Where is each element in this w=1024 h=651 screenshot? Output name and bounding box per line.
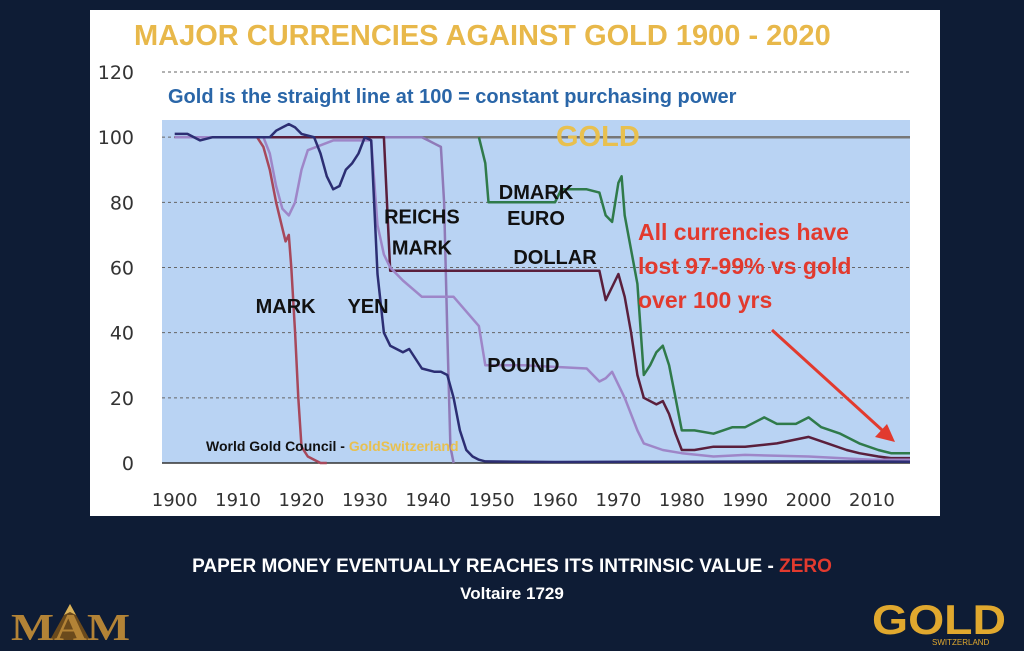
y-tick-label: 120 [98,62,134,84]
mountain-icon [50,604,90,640]
switzerland-logo-text: SWITZERLAND [932,638,990,647]
y-tick-label: 20 [110,388,134,410]
x-tick-label: 1930 [342,490,388,511]
attribution: Voltaire 1729 [460,584,564,603]
mountain-peak-icon [64,604,76,615]
y-axis-ticks: 0 20 40 60 80 100 120 [98,62,134,475]
series-line-mark [174,135,327,465]
chart-subtitle: Gold is the straight line at 100 = const… [168,86,737,108]
x-tick-label: 1990 [722,490,768,511]
series-line-dmark-euro [477,136,910,455]
source-text: World Gold Council - GoldSwitzerland [206,438,459,454]
mam-logo: MAM [11,604,130,646]
gold-logo-text: GOLD [872,596,1006,643]
x-tick-label: 1900 [152,490,198,511]
annotation-line-2: lost 97-99% vs gold [638,253,851,279]
series-label-dollar: DOLLAR [513,247,597,269]
series-label-reichs: REICHS [384,207,460,229]
mam-logo-text: MAM [11,607,130,646]
chart-panel: MAJOR CURRENCIES AGAINST GOLD 1900 - 202… [90,10,940,516]
x-tick-label: 1950 [469,490,515,511]
series-label-yen: YEN [347,296,388,318]
series-labels: MARK YEN REICHS MARK DMARK EURO DOLLAR POUND [256,182,598,377]
y-tick-label: 0 [122,453,134,475]
annotation-arrow [770,328,884,432]
x-tick-label: 2000 [786,490,832,511]
x-tick-label: 1980 [659,490,705,511]
series-label-pound: POUND [487,355,559,377]
x-tick-label: 2010 [849,490,895,511]
x-tick-label: 1940 [405,490,451,511]
chart-title: MAJOR CURRENCIES AGAINST GOLD 1900 - 202… [134,20,831,52]
caption-main: PAPER MONEY EVENTUALLY REACHES ITS INTRI… [192,556,780,577]
series-line-dollar [174,135,910,460]
x-tick-label: 1910 [215,490,261,511]
y-tick-label: 80 [110,192,134,214]
series-line-yen [174,122,911,464]
gold-label: GOLD [556,121,640,153]
x-tick-label: 1960 [532,490,578,511]
y-tick-label: 100 [98,127,134,149]
source-brand: GoldSwitzerland [349,438,459,454]
series-line-pound [174,135,910,461]
plot-background [162,120,910,463]
series-lines [174,122,911,465]
series-label-mark: MARK [256,296,317,318]
caption: PAPER MONEY EVENTUALLY REACHES ITS INTRI… [0,556,1024,578]
caption-highlight: ZERO [779,556,832,577]
y-tick-label: 40 [110,323,134,345]
series-label-reichs-mark: MARK [392,237,453,259]
x-tick-label: 1920 [279,490,325,511]
series-label-dmark: DMARK [499,182,574,204]
chart: MAJOR CURRENCIES AGAINST GOLD 1900 - 202… [98,20,911,511]
source-prefix: World Gold Council - [206,438,349,454]
annotation-arrowhead [875,424,895,442]
series-label-euro: EURO [507,208,565,230]
series-line-reichs-mark [326,135,455,464]
annotation-line-3: over 100 yrs [638,287,772,313]
annotation-line-1: All currencies have [638,219,849,245]
goldswitzerland-logo: GOLD SWITZERLAND [872,596,1006,647]
y-tick-label: 60 [110,258,134,280]
x-axis-ticks: 1900 1910 1920 1930 1940 1950 1960 1970 1980 1990… [152,490,895,511]
x-tick-label: 1970 [596,490,642,511]
